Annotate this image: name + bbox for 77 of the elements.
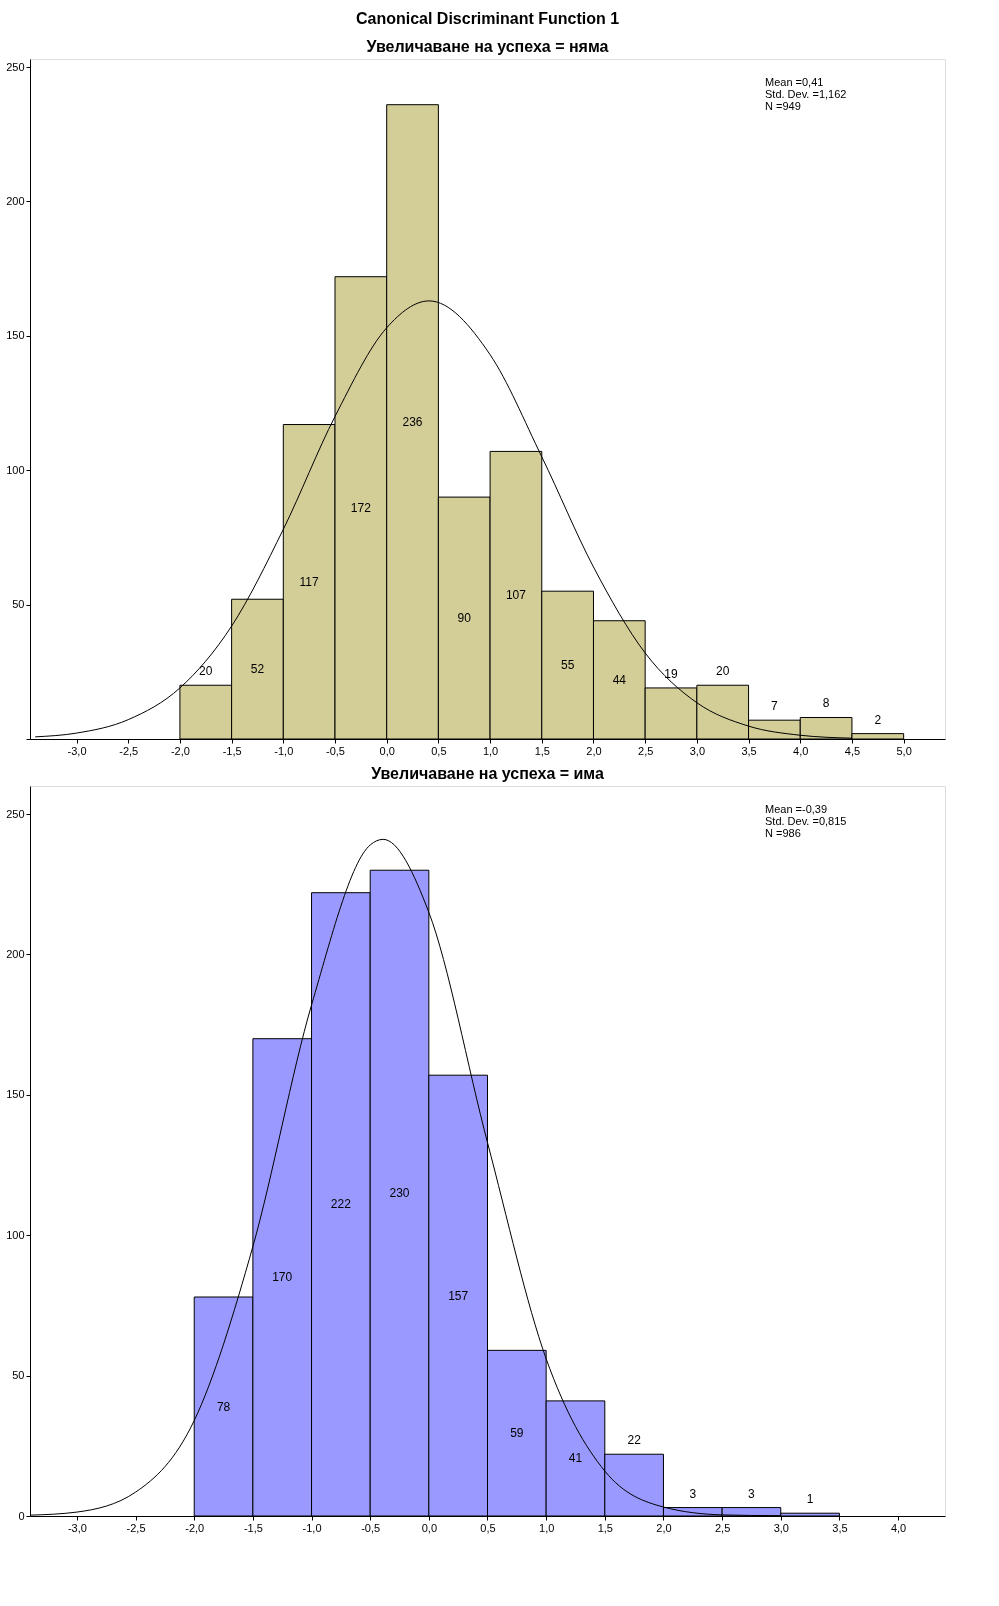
data-label: 3 [748, 1486, 756, 1501]
y-tick-label: 100 [6, 1228, 25, 1241]
x-tick-label: -1,5 [243, 1521, 263, 1534]
x-tick-label: 0,0 [421, 1521, 437, 1534]
data-label: 1 [806, 1492, 814, 1507]
data-label: 8 [822, 696, 830, 711]
x-tick-label: 4,0 [890, 1521, 907, 1534]
y-tick-label: 100 [6, 463, 25, 476]
data-label: 20 [716, 664, 730, 679]
x-tick-label: -1,0 [302, 1521, 322, 1534]
x-tick-label: -0,5 [326, 744, 345, 757]
y-tick-label: 50 [12, 598, 25, 611]
data-label: 230 [389, 1186, 410, 1201]
x-tick-label: 0,5 [431, 744, 447, 757]
data-label: 19 [664, 666, 679, 681]
data-label: 78 [216, 1399, 231, 1414]
x-tick-label: -1,0 [274, 744, 294, 757]
x-tick-label: 5,0 [896, 744, 912, 757]
x-tick-label: 0,0 [379, 744, 395, 757]
x-tick-label: -3,0 [67, 1521, 87, 1534]
data-label: 44 [612, 672, 627, 687]
data-label: 3 [689, 1486, 697, 1501]
x-tick-label: -3,0 [67, 744, 87, 757]
x-tick-label: 1,0 [539, 1521, 555, 1534]
x-tick-label: 2,5 [638, 744, 654, 757]
y-tick-label: 200 [6, 947, 25, 960]
data-label: 172 [350, 500, 372, 515]
x-tick-label: 3,0 [689, 744, 706, 757]
x-tick-label: -2,0 [185, 1521, 205, 1534]
y-tick-label: 0 [18, 1509, 25, 1522]
data-label: 22 [627, 1433, 642, 1448]
x-tick-label: 3,5 [741, 744, 757, 757]
x-tick-label: -2,0 [170, 744, 190, 757]
x-tick-label: 2,5 [714, 1521, 731, 1534]
x-tick-label: 0,5 [480, 1521, 496, 1534]
chart-subtitle: Увеличаване на успеха = няма [366, 38, 609, 55]
chart-title: Canonical Discriminant Function 1 [355, 10, 620, 27]
data-label: 90 [457, 611, 472, 626]
x-tick-label: -0,5 [361, 1521, 381, 1534]
y-tick-label: 200 [6, 194, 25, 207]
data-label: 7 [771, 699, 779, 714]
chart-title: Увеличаване на успеха = има [371, 765, 604, 782]
x-tick-label: 3,5 [832, 1521, 848, 1534]
x-tick-label: -2,5 [119, 744, 139, 757]
annotation: Std. Dev. =0,815 [765, 815, 847, 827]
annotation: N =949 [765, 100, 801, 112]
y-tick-label: 250 [6, 60, 25, 73]
x-tick-label: 3,0 [773, 1521, 789, 1534]
data-label: 20 [199, 664, 213, 679]
annotation: N =986 [765, 827, 801, 839]
y-tick-label: 250 [6, 807, 25, 820]
data-label: 117 [299, 574, 320, 589]
data-label: 55 [560, 658, 575, 673]
data-label: 41 [568, 1451, 583, 1466]
data-label: 170 [272, 1270, 293, 1285]
y-tick-label: 150 [6, 329, 25, 342]
data-label: 222 [330, 1197, 352, 1212]
annotation: Std. Dev. =1,162 [765, 88, 847, 100]
data-label: 236 [402, 414, 423, 429]
x-tick-label: 2,0 [586, 744, 602, 757]
x-tick-label: 4,0 [793, 744, 809, 757]
y-tick-label: 150 [6, 1088, 25, 1101]
x-tick-label: 4,5 [844, 744, 861, 757]
data-label: 2 [874, 712, 882, 727]
data-label: 157 [448, 1288, 469, 1303]
data-label: 52 [250, 662, 265, 677]
data-label: 107 [505, 588, 527, 603]
x-tick-label: 2,0 [656, 1521, 672, 1534]
x-tick-label: 1,5 [597, 1521, 613, 1534]
x-tick-label: 1,0 [482, 744, 499, 757]
annotation: Mean =0,41 [765, 76, 824, 88]
x-tick-label: -1,5 [222, 744, 242, 757]
annotation: Mean =-0,39 [765, 803, 828, 815]
x-tick-label: -2,5 [126, 1521, 146, 1534]
y-tick-label: 50 [12, 1369, 25, 1382]
x-tick-label: 1,5 [534, 744, 550, 757]
data-label: 59 [510, 1426, 524, 1441]
